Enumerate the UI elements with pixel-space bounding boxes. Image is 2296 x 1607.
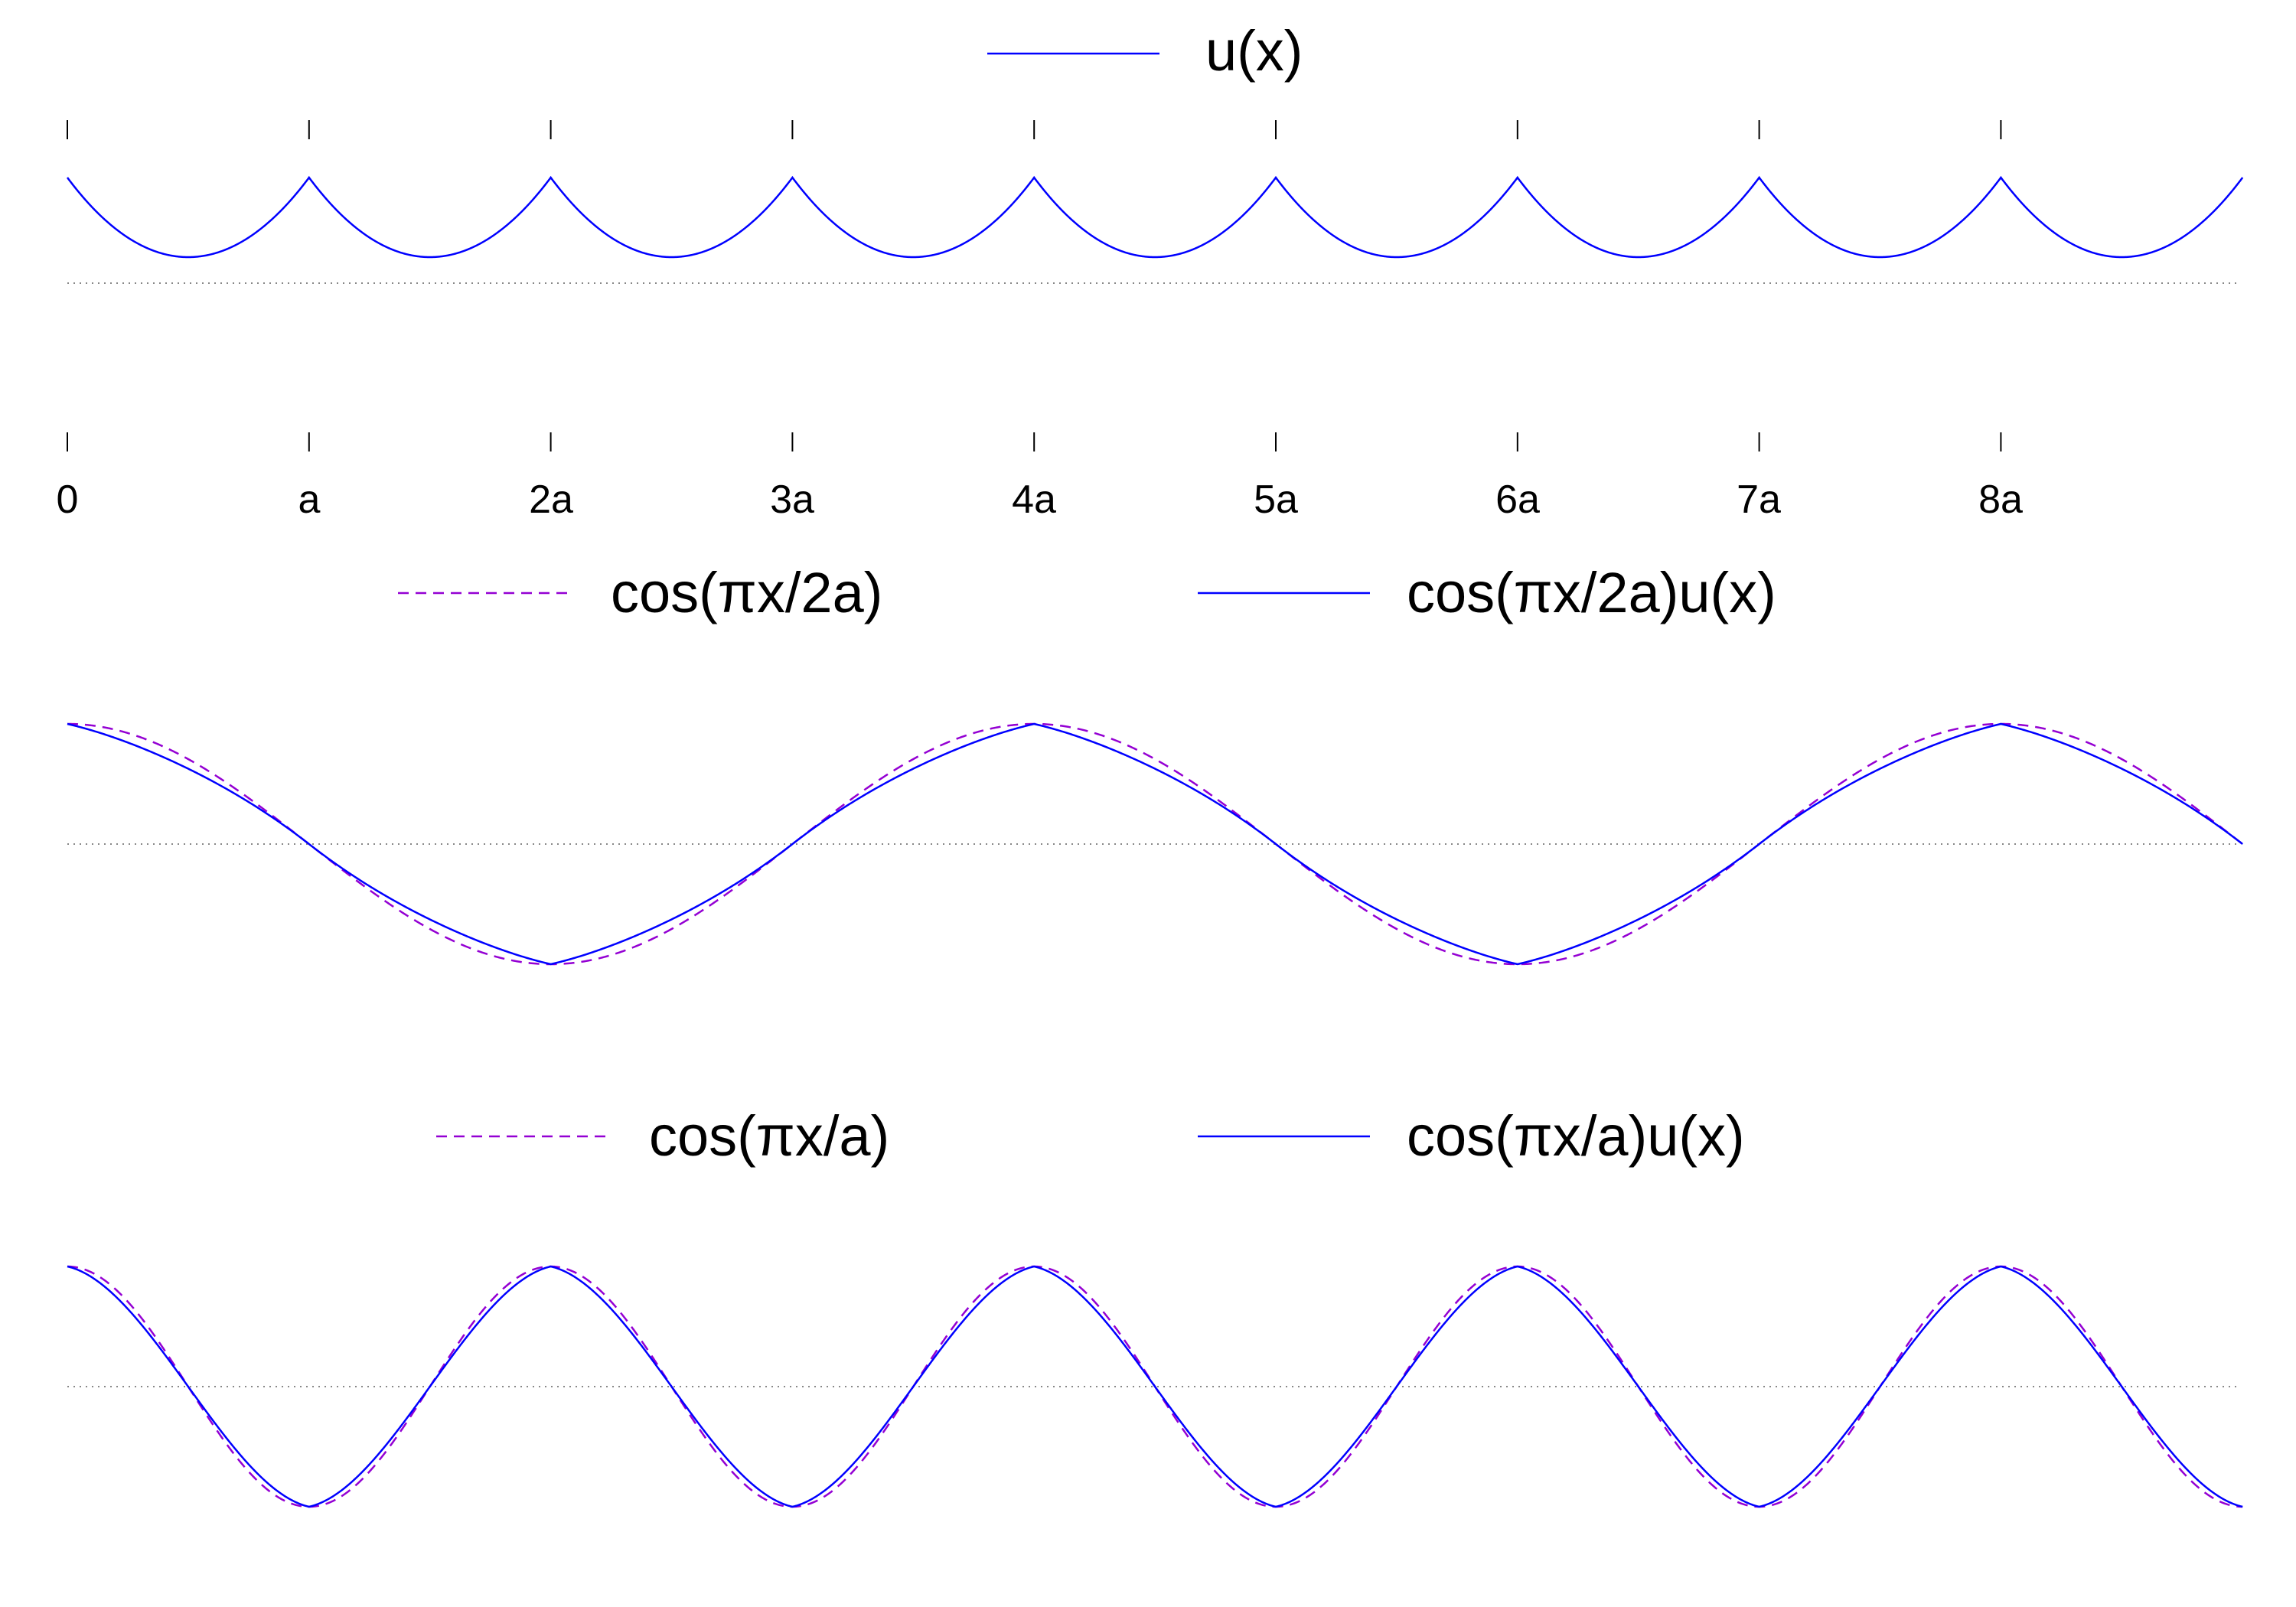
legend-label-cos-half-u: cos(πx/2a)u(x) xyxy=(1407,561,1776,624)
tick-label-3a: 3a xyxy=(770,478,814,522)
tick-label-8a: 8a xyxy=(1978,478,2023,522)
tick-label-5a: 5a xyxy=(1254,478,1298,522)
legend-label-cos: cos(πx/a) xyxy=(649,1104,889,1168)
top-ticks-lower xyxy=(67,432,2002,451)
tick-label-a: a xyxy=(298,478,321,522)
series-line-u xyxy=(66,175,2244,259)
tick-label-6a: 6a xyxy=(1495,478,1540,522)
series-line-cos-half-u xyxy=(67,722,2243,966)
panel-top: u(x) 0 a 2a 3a 4a 5a 6a 7a 8a xyxy=(57,19,2244,522)
legend-label-u: u(x) xyxy=(1205,19,1303,83)
legend-top: u(x) xyxy=(987,19,1303,83)
tick-label-7a: 7a xyxy=(1737,478,1781,522)
panel-middle: cos(πx/2a) cos(πx/2a)u(x) xyxy=(67,561,2243,966)
legend-label-cos-u: cos(πx/a)u(x) xyxy=(1407,1104,1745,1168)
panel-bottom: cos(πx/a) cos(πx/a)u(x) xyxy=(67,1104,2243,1508)
legend-label-cos-half: cos(πx/2a) xyxy=(611,561,882,624)
tick-label-4a: 4a xyxy=(1012,478,1056,522)
tick-label-0: 0 xyxy=(57,478,79,522)
series-line-cos-u xyxy=(67,1265,2243,1508)
series-line-cos-half xyxy=(67,722,2243,966)
top-ticks-upper xyxy=(67,120,2002,139)
x-tick-labels: 0 a 2a 3a 4a 5a 6a 7a 8a xyxy=(57,478,2023,522)
tick-label-2a: 2a xyxy=(529,478,573,522)
legend-bottom: cos(πx/a) cos(πx/a)u(x) xyxy=(436,1104,1745,1168)
legend-middle: cos(πx/2a) cos(πx/2a)u(x) xyxy=(398,561,1776,624)
